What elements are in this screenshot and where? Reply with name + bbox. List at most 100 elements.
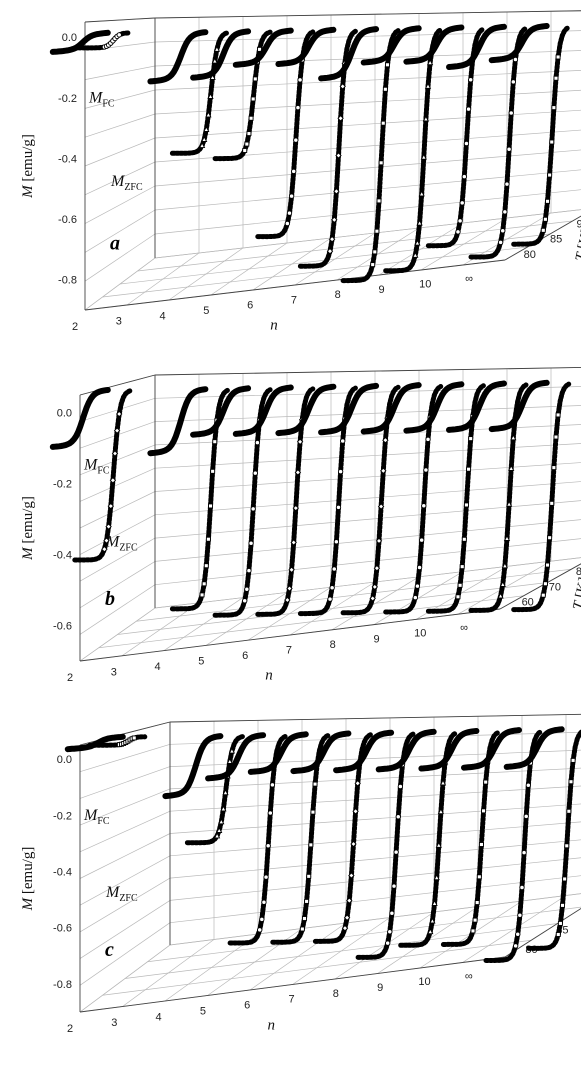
data-point (333, 188, 340, 195)
data-point (512, 56, 519, 63)
fc-curve (360, 25, 422, 66)
grid-line (124, 923, 558, 979)
data-point (248, 115, 254, 121)
data-point (506, 146, 512, 152)
data-point (107, 502, 115, 510)
data-point (244, 141, 250, 147)
x-tick-label: 2 (67, 672, 73, 684)
data-point (257, 927, 263, 933)
data-point (343, 914, 351, 921)
data-point (545, 562, 550, 568)
grid-line (102, 246, 528, 298)
data-point (547, 172, 553, 178)
x-tick-label: 7 (286, 644, 292, 656)
x-axis-title: n (270, 318, 278, 334)
data-point (437, 808, 445, 815)
data-point (370, 262, 376, 268)
data-point (290, 539, 297, 546)
zfc-curve (425, 26, 486, 249)
data-point (111, 450, 119, 457)
grid-line (154, 443, 581, 469)
data-point (459, 564, 465, 570)
zfc-curve (425, 383, 486, 614)
data-point (312, 781, 318, 787)
grid-line (147, 906, 581, 963)
data-point (101, 545, 108, 553)
x-tick-labels: 2 3 4 5 6 7 8 9 10 ∞ (67, 970, 473, 1035)
data-point (568, 779, 574, 785)
data-point (207, 92, 214, 99)
panel-c: 0.0 -0.2 -0.4 -0.6 -0.8 M [emu/g] 2 3 4 5 6 7 8 9 10 ∞ n… (20, 713, 581, 1035)
z-tick-label: 80 (576, 566, 581, 578)
label-m-zfc: MZFC (105, 534, 138, 554)
grid-line (154, 538, 581, 586)
zfc-curve (184, 734, 245, 846)
zfc-curve (383, 27, 444, 274)
x-tick-labels: 2 3 4 5 6 7 8 9 10 ∞ (67, 622, 468, 684)
data-point (468, 77, 474, 83)
data-point (205, 111, 212, 118)
data-point (418, 190, 425, 197)
fc-curve (247, 731, 309, 775)
data-point (248, 540, 254, 546)
data-point (478, 842, 484, 847)
data-point (109, 477, 117, 484)
grid-line (79, 537, 156, 582)
y-tick-label: -0.6 (53, 923, 72, 935)
data-point (551, 105, 557, 111)
x-axis-line (79, 956, 506, 1013)
frame-line (154, 366, 581, 376)
data-point (374, 228, 380, 234)
data-point (414, 239, 421, 246)
zfc-curve (297, 28, 358, 269)
data-point (201, 135, 208, 142)
x-tick-label: 5 (203, 305, 209, 317)
data-point (549, 500, 555, 506)
grid-line (84, 65, 156, 80)
grid-line (154, 109, 581, 139)
series-n-6 (275, 26, 358, 269)
data-point (470, 928, 476, 934)
fc-curve (205, 732, 267, 782)
grid-line (79, 877, 171, 933)
series-n-2 (49, 29, 133, 55)
data-point (259, 916, 265, 922)
z-axis-line (504, 907, 581, 958)
x-tick-label: 10 (414, 628, 426, 640)
data-point (269, 782, 276, 788)
zfc-curve (312, 732, 373, 944)
fc-curve (147, 29, 209, 85)
data-point (302, 916, 307, 921)
data-point (459, 200, 465, 206)
grid-line (154, 519, 581, 562)
label-m-fc: MFC (83, 807, 110, 827)
x-tick-label: 9 (377, 982, 383, 994)
data-point (340, 438, 346, 444)
zfc-curve (468, 382, 529, 613)
z-tick-label: 60 (522, 596, 534, 608)
data-point (497, 239, 504, 246)
data-point (378, 160, 384, 166)
x-tick-label: 4 (156, 1011, 162, 1023)
data-point (422, 115, 430, 122)
data-point (566, 808, 572, 814)
data-point (284, 596, 291, 604)
data-point (371, 583, 379, 591)
x-tick-label: 4 (155, 661, 161, 673)
x-tick-label: 10 (418, 976, 430, 988)
grid-line (169, 857, 581, 901)
grid-line (102, 939, 532, 996)
data-point (510, 434, 517, 441)
data-point (299, 926, 305, 932)
x-tick-label: 5 (198, 655, 204, 667)
data-point (463, 502, 469, 508)
fc-curve (232, 27, 294, 68)
grid-line (79, 788, 171, 826)
data-point (337, 468, 344, 475)
fc-curve (461, 727, 522, 771)
data-point (203, 125, 210, 132)
data-point (211, 57, 218, 64)
y-tick-label: 0.0 (57, 754, 72, 766)
panel-label: a (110, 233, 120, 255)
data-point (375, 537, 383, 545)
